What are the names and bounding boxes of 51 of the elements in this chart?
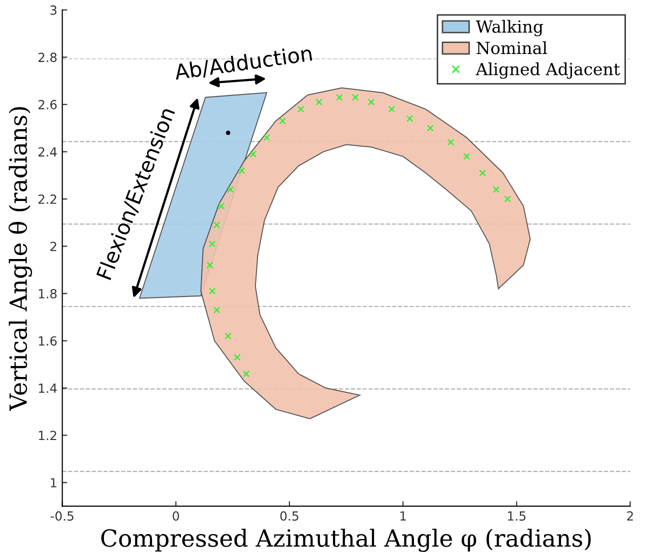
point — [406, 115, 414, 122]
y-tick-label: 1.6 — [38, 336, 57, 346]
annotation: Ab/Adduction — [174, 44, 312, 82]
point — [218, 202, 225, 210]
point — [234, 354, 241, 361]
y-axis-title: Vertical Angle θ (radians) — [8, 107, 32, 412]
y-tick-label: 2.6 — [38, 100, 57, 110]
point — [224, 332, 232, 340]
point — [352, 94, 359, 101]
point — [206, 262, 214, 269]
point — [279, 118, 286, 124]
legend-label: Walking — [476, 20, 544, 36]
point — [368, 98, 375, 106]
y-tick-label: 2.2 — [38, 194, 56, 204]
y-tick-label: 1.2 — [38, 430, 56, 440]
point — [213, 222, 220, 228]
x-tick-label: 0 — [172, 511, 180, 521]
x-axis-title: Compressed Azimuthal Angle φ (radians) — [101, 528, 591, 552]
y-tick-label: 1.8 — [38, 288, 57, 298]
legend-label: Nominal — [476, 41, 548, 54]
point — [426, 124, 434, 132]
point — [388, 106, 396, 113]
x-tick-label: 2 — [627, 511, 633, 521]
x-tick-label: 1 — [400, 511, 406, 521]
x-tick-label: 0.5 — [280, 511, 298, 521]
y-tick-label: 2 — [50, 242, 56, 251]
x-tick-label: 1.5 — [508, 511, 526, 521]
point — [479, 170, 486, 176]
point — [297, 106, 304, 113]
point — [504, 196, 511, 202]
x-tick-label: -0.5 — [50, 511, 74, 521]
point — [336, 94, 343, 101]
y-tick-label: 2.4 — [38, 147, 57, 156]
point — [208, 288, 216, 295]
point — [238, 167, 246, 174]
point — [263, 134, 270, 141]
point — [250, 150, 257, 158]
y-tick-label: 3 — [50, 5, 56, 15]
point — [492, 186, 500, 193]
y-tick-label: 2.8 — [38, 52, 57, 62]
point — [213, 306, 220, 314]
point — [226, 130, 230, 135]
point — [316, 98, 322, 106]
legend-label: Aligned Adjacent — [476, 62, 620, 79]
y-tick-label: 1 — [50, 478, 56, 488]
point — [447, 138, 454, 146]
point — [208, 240, 216, 248]
point — [463, 153, 470, 160]
y-tick-label: 1.4 — [38, 384, 57, 393]
point — [242, 370, 250, 378]
point — [226, 186, 234, 193]
